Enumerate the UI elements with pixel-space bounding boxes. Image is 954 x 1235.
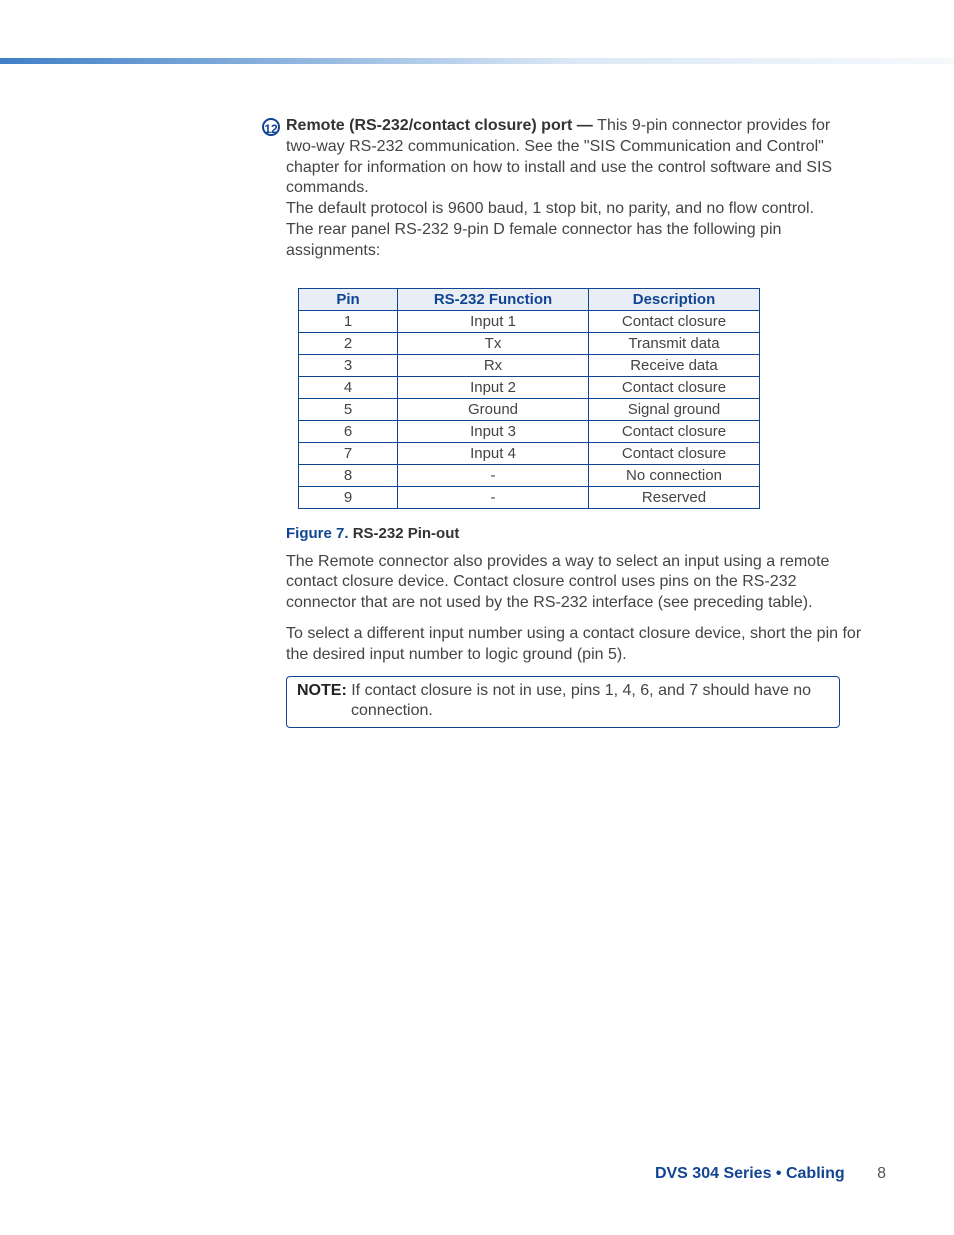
- note-text: If contact closure is not in use, pins 1…: [351, 682, 811, 719]
- table-cell: Input 3: [398, 420, 589, 442]
- note-box: NOTE: If contact closure is not in use, …: [286, 676, 840, 728]
- table-header-func: RS-232 Function: [398, 288, 589, 310]
- table-header-desc: Description: [589, 288, 760, 310]
- table-cell: Input 2: [398, 376, 589, 398]
- header-gradient-bar: [0, 58, 954, 64]
- page-content: Remote (RS-232/contact closure) port — T…: [262, 116, 862, 728]
- figure-label: Figure 7.: [286, 525, 349, 542]
- pinout-table: Pin RS-232 Function Description 1Input 1…: [298, 288, 760, 509]
- table-cell: Input 1: [398, 310, 589, 332]
- table-cell: 3: [299, 354, 398, 376]
- table-cell: Reserved: [589, 486, 760, 508]
- table-cell: Signal ground: [589, 398, 760, 420]
- table-cell: 7: [299, 442, 398, 464]
- table-row: 7Input 4Contact closure: [299, 442, 760, 464]
- table-cell: Ground: [398, 398, 589, 420]
- table-body: 1Input 1Contact closure2TxTransmit data3…: [299, 310, 760, 508]
- table-cell: Tx: [398, 332, 589, 354]
- table-row: 6Input 3Contact closure: [299, 420, 760, 442]
- table-row: 3RxReceive data: [299, 354, 760, 376]
- table-cell: 1: [299, 310, 398, 332]
- figure-title: RS-232 Pin-out: [353, 525, 460, 542]
- table-cell: -: [398, 486, 589, 508]
- table-row: 4Input 2Contact closure: [299, 376, 760, 398]
- table-header-row: Pin RS-232 Function Description: [299, 288, 760, 310]
- table-cell: 9: [299, 486, 398, 508]
- intro-paragraph: Remote (RS-232/contact closure) port — T…: [286, 116, 862, 262]
- note-label: NOTE:: [297, 682, 347, 699]
- table-row: 1Input 1Contact closure: [299, 310, 760, 332]
- table-row: 5GroundSignal ground: [299, 398, 760, 420]
- paragraph-1: The Remote connector also provides a way…: [286, 552, 862, 614]
- table-cell: 8: [299, 464, 398, 486]
- table-cell: -: [398, 464, 589, 486]
- page-footer: DVS 304 Series • Cabling 8: [655, 1165, 886, 1183]
- table-cell: No connection: [589, 464, 760, 486]
- intro-lead-bold: Remote (RS-232/contact closure) port —: [286, 117, 597, 134]
- figure-caption: Figure 7. RS-232 Pin-out: [286, 525, 862, 542]
- table-row: 8-No connection: [299, 464, 760, 486]
- table-cell: Rx: [398, 354, 589, 376]
- table-cell: 4: [299, 376, 398, 398]
- footer-page-number: 8: [877, 1165, 886, 1182]
- table-cell: Receive data: [589, 354, 760, 376]
- footer-section: DVS 304 Series • Cabling: [655, 1165, 845, 1182]
- table-cell: Transmit data: [589, 332, 760, 354]
- table-cell: 2: [299, 332, 398, 354]
- table-row: 2TxTransmit data: [299, 332, 760, 354]
- table-header-pin: Pin: [299, 288, 398, 310]
- paragraph-2: To select a different input number using…: [286, 624, 862, 666]
- table-cell: Contact closure: [589, 442, 760, 464]
- table-row: 9-Reserved: [299, 486, 760, 508]
- table-cell: Input 4: [398, 442, 589, 464]
- table-cell: Contact closure: [589, 310, 760, 332]
- table-cell: 6: [299, 420, 398, 442]
- table-cell: 5: [299, 398, 398, 420]
- intro-text-3: The rear panel RS-232 9-pin D female con…: [286, 221, 781, 259]
- table-cell: Contact closure: [589, 420, 760, 442]
- intro-text-2: The default protocol is 9600 baud, 1 sto…: [286, 200, 814, 217]
- table-cell: Contact closure: [589, 376, 760, 398]
